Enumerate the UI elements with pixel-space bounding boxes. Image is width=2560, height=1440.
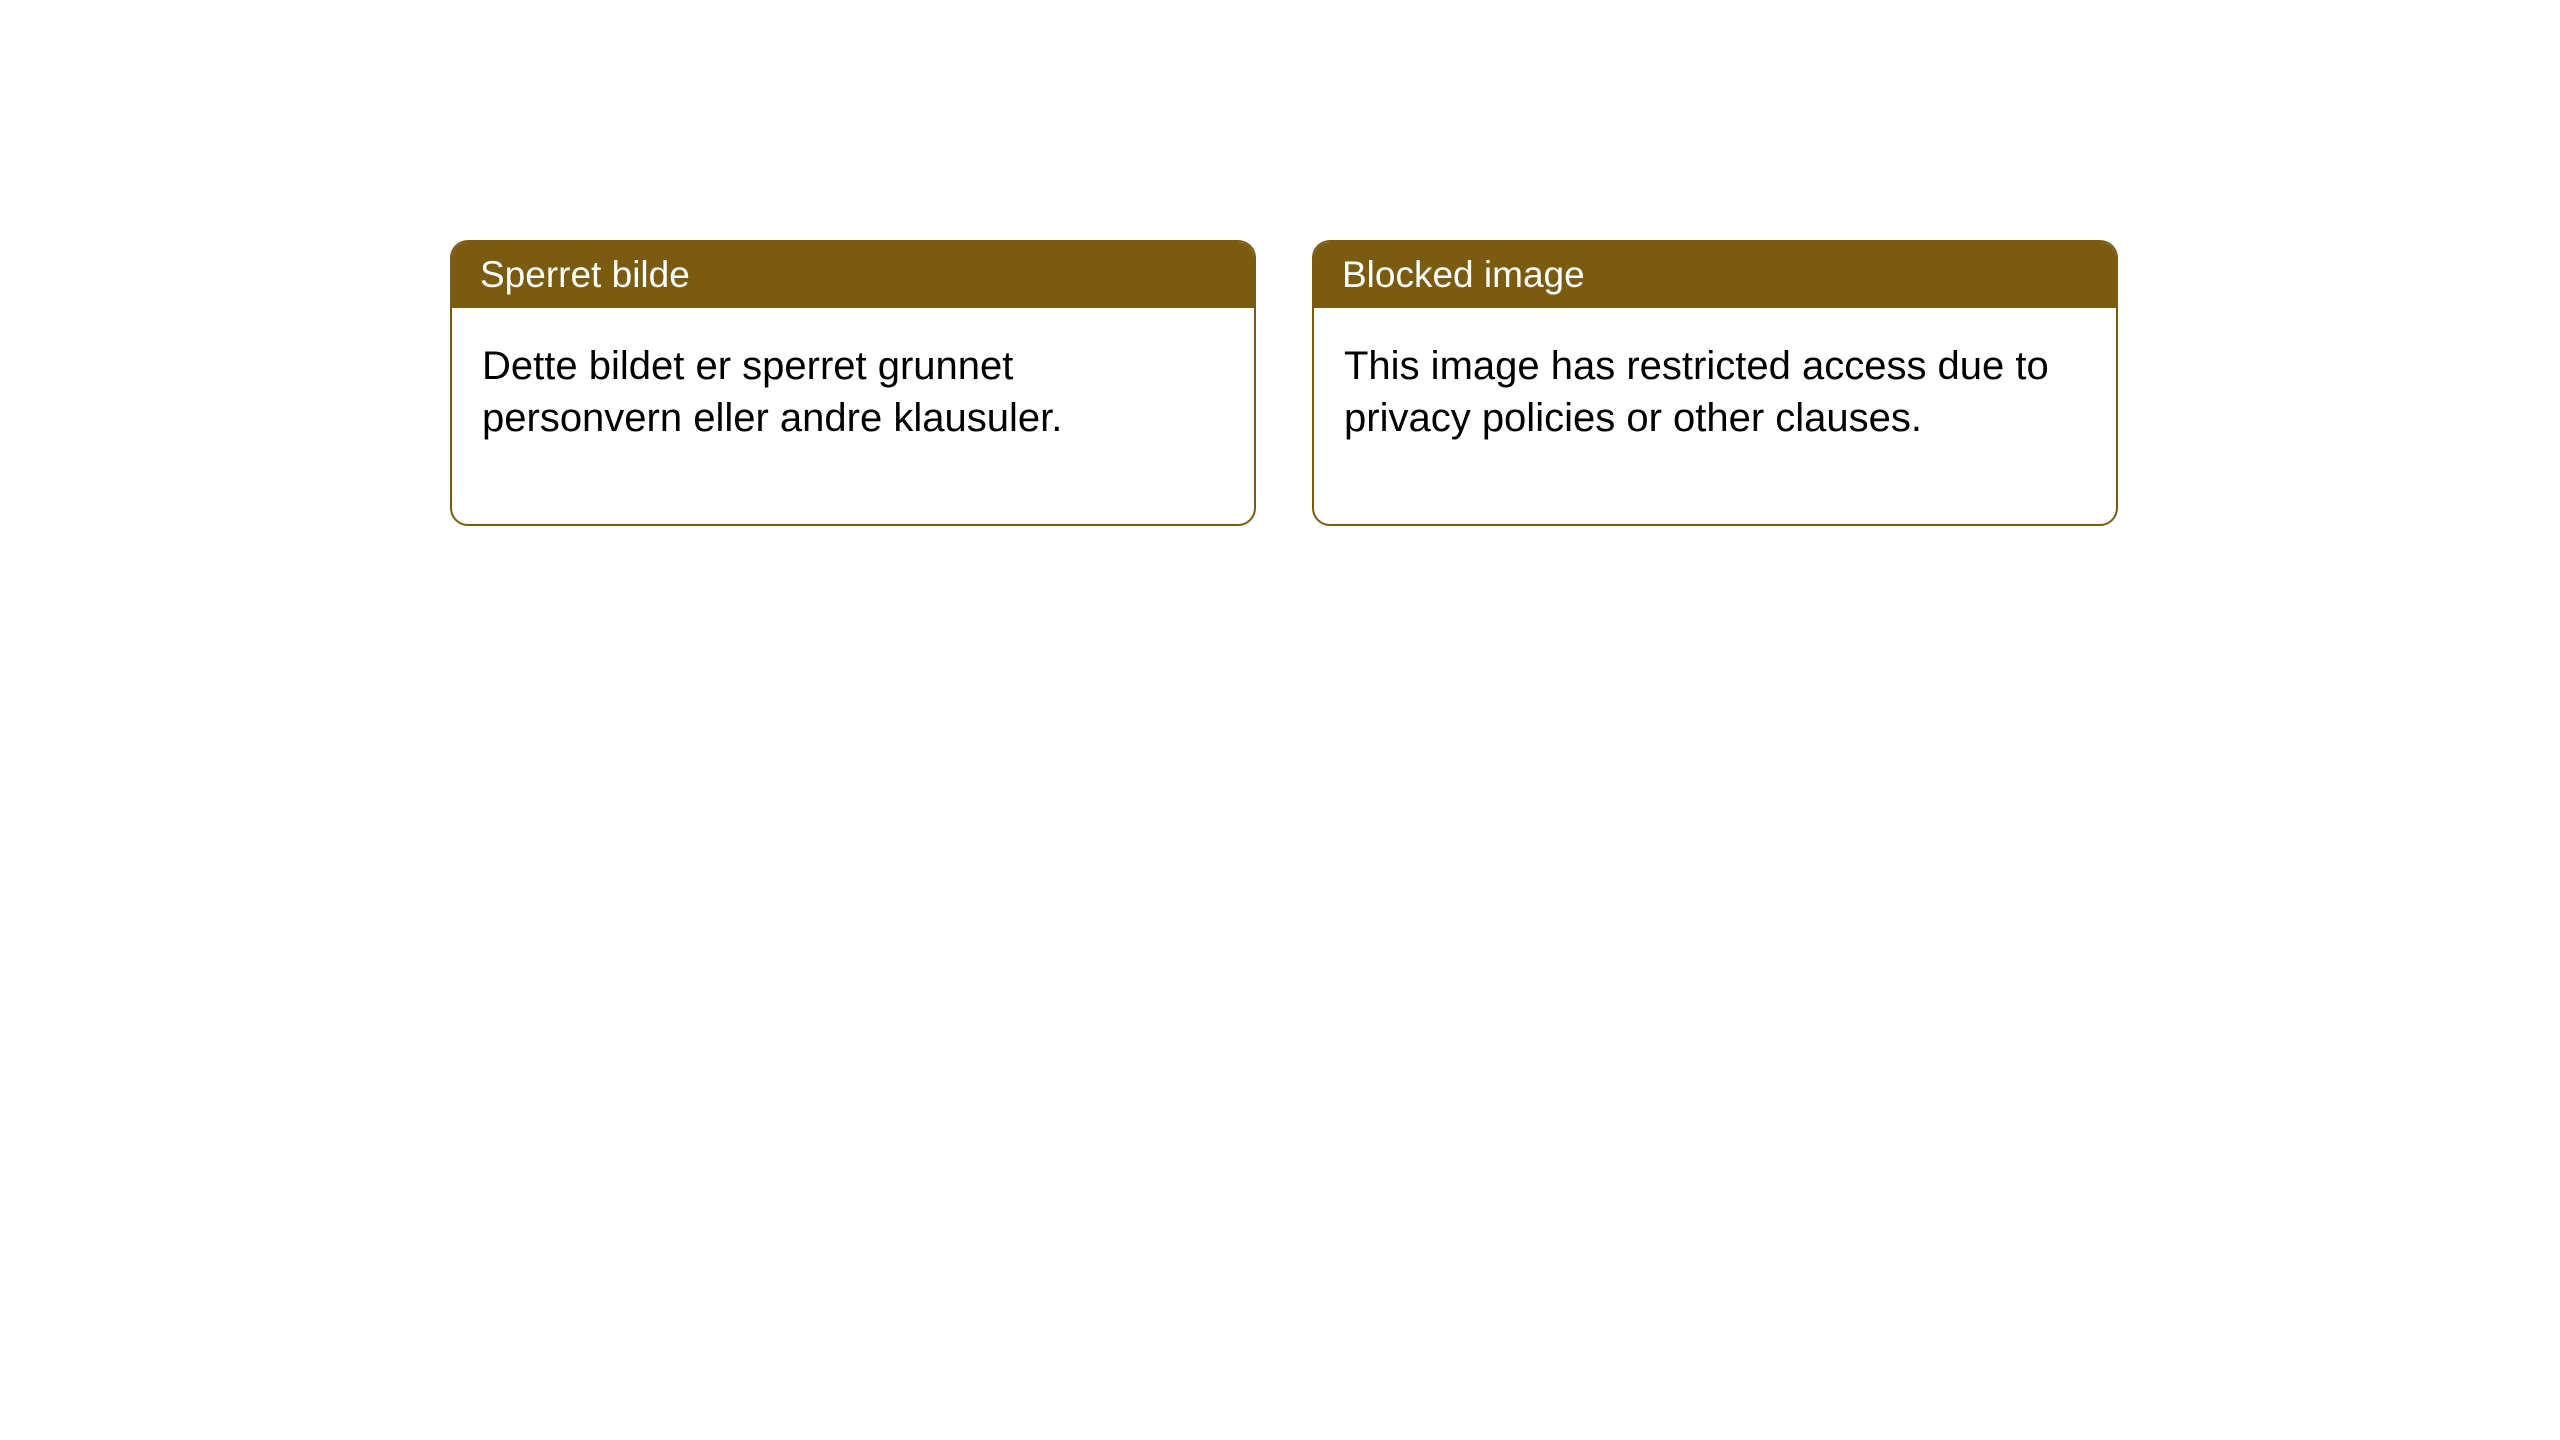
notice-card-english: Blocked image This image has restricted …	[1312, 240, 2118, 526]
card-header-norwegian: Sperret bilde	[452, 242, 1254, 308]
card-header-english: Blocked image	[1314, 242, 2116, 308]
card-body-english: This image has restricted access due to …	[1314, 308, 2116, 524]
card-body-norwegian: Dette bildet er sperret grunnet personve…	[452, 308, 1254, 524]
notice-card-norwegian: Sperret bilde Dette bildet er sperret gr…	[450, 240, 1256, 526]
notice-container: Sperret bilde Dette bildet er sperret gr…	[0, 0, 2560, 526]
